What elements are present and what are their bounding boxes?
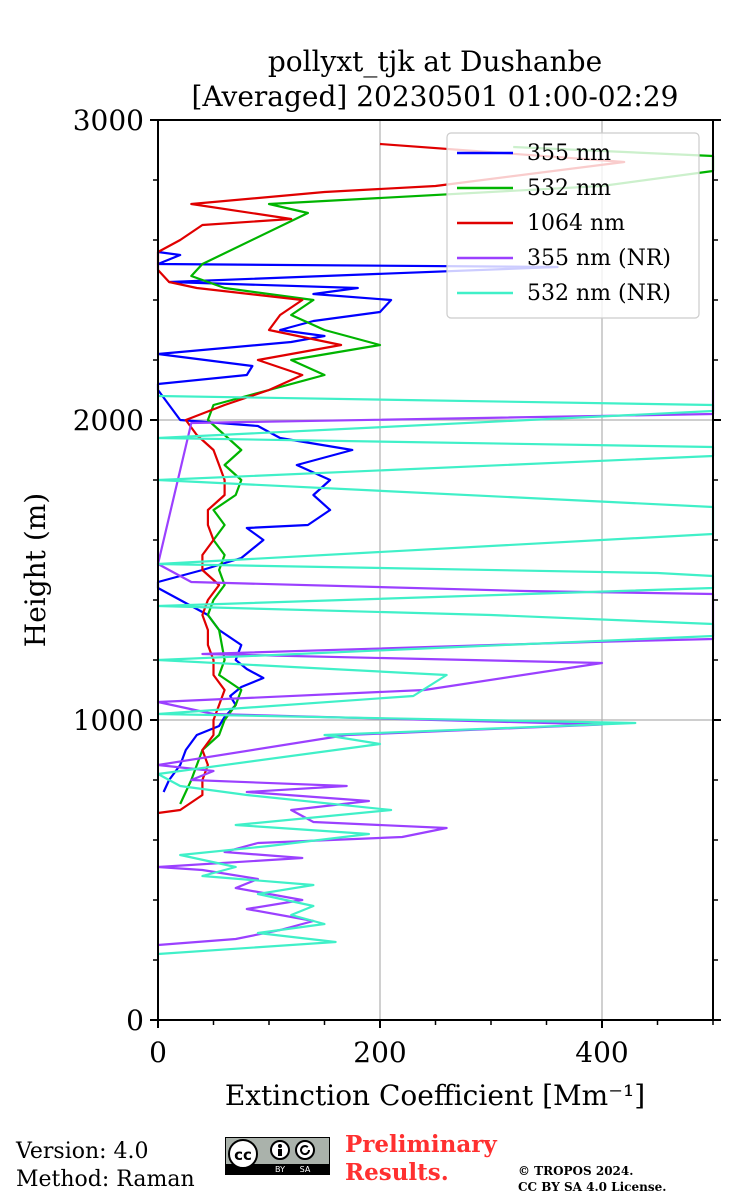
legend-label-3: 355 nm (NR) <box>527 246 671 271</box>
cc-by-sa-badge: cc BY SA <box>225 1137 330 1175</box>
preliminary-line-1: Preliminary <box>345 1131 497 1158</box>
legend-label-1: 532 nm <box>527 176 611 201</box>
x-axis-label: Extinction Coefficient [Mm⁻¹] <box>225 1079 645 1112</box>
series-line-3 <box>156 390 715 947</box>
x-tick-label-1: 200 <box>353 1036 406 1069</box>
copyright-line-2: CC BY SA 4.0 License. <box>518 1180 667 1194</box>
y-tick-label-1: 1000 <box>73 704 144 737</box>
method-text: Method: Raman <box>16 1167 195 1192</box>
legend-label-2: 1064 nm <box>527 211 625 236</box>
series-line-2 <box>156 142 626 815</box>
cc-sa-text: SA <box>300 1165 311 1174</box>
copyright-line-1: © TROPOS 2024. <box>518 1164 634 1178</box>
version-text: Version: 4.0 <box>16 1139 149 1164</box>
legend-box <box>446 132 700 319</box>
x-tick-label-2: 400 <box>575 1036 628 1069</box>
legend-label-4: 532 nm (NR) <box>527 281 671 306</box>
preliminary-line-2: Results. <box>345 1159 449 1186</box>
preliminary-notice: Preliminary Results. <box>345 1131 497 1187</box>
chart-title-line-1: pollyxt_tjk at Dushanbe <box>268 45 602 78</box>
legend: 355 nm 532 nm 1064 nm 355 nm (NR) 532 nm (NR… <box>446 132 700 319</box>
x-tick-label-0: 0 <box>149 1036 167 1069</box>
series-line-1 <box>179 145 715 805</box>
copyright-notice: © TROPOS 2024. CC BY SA 4.0 License. <box>518 1163 666 1195</box>
y-axis-label: Height (m) <box>19 493 52 647</box>
y-tick-label-3: 3000 <box>73 104 144 137</box>
cc-logo-text: cc <box>234 1146 252 1164</box>
cc-by-text: BY <box>275 1165 285 1174</box>
y-tick-label-0: 0 <box>126 1004 144 1037</box>
y-tick-label-2: 2000 <box>73 404 144 437</box>
legend-label-0: 355 nm <box>527 141 611 166</box>
chart-title-line-2: [Averaged] 20230501 01:00-02:29 <box>192 80 679 113</box>
axis-ticks: 0 200 400 0 1000 2000 3000 <box>73 104 721 1069</box>
footer-meta: Version: 4.0 Method: Raman <box>16 1138 195 1194</box>
